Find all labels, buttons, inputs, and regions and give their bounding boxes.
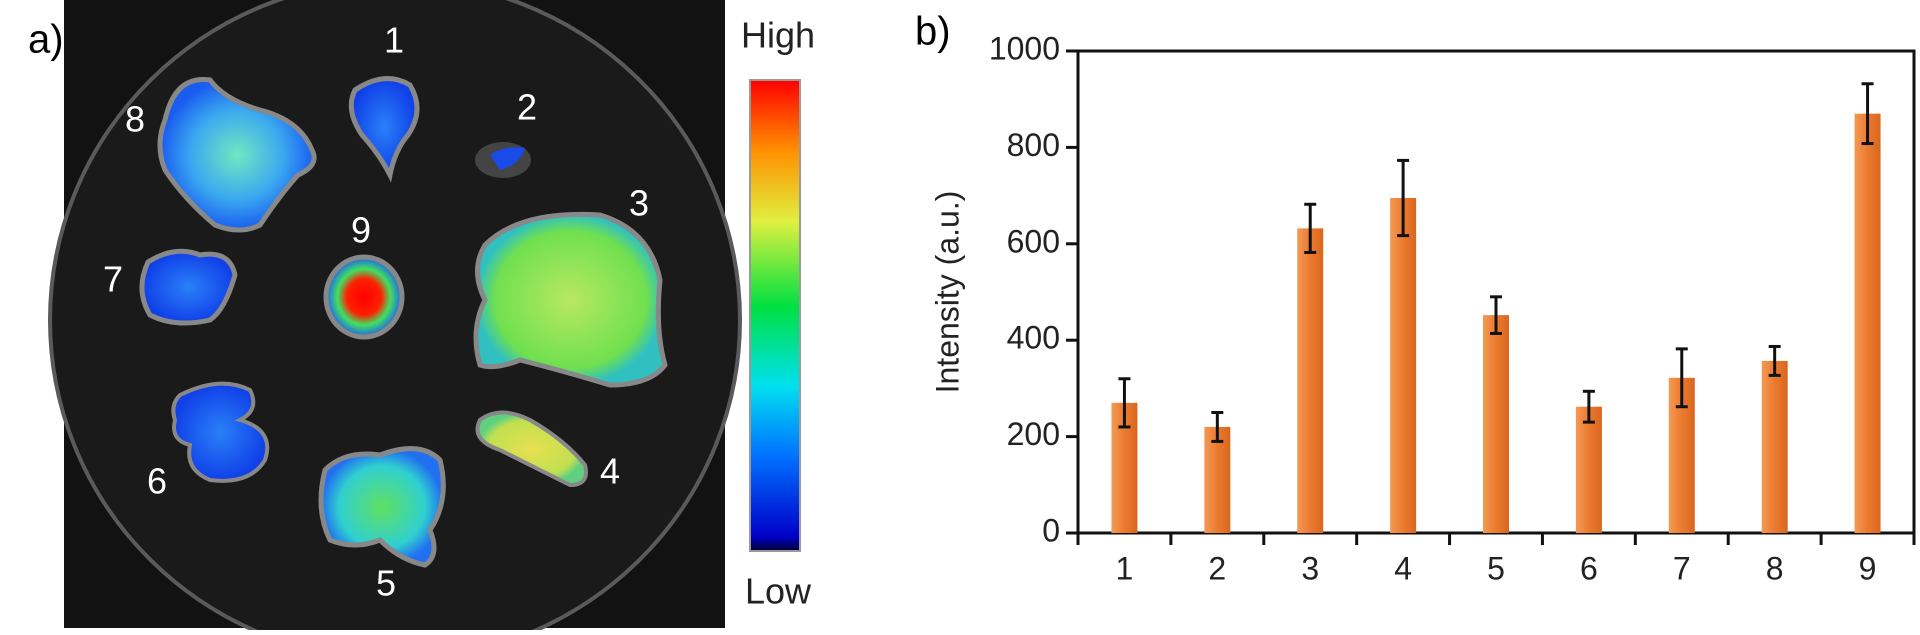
error-bar <box>1861 82 1874 146</box>
x-tick-label: 7 <box>1673 550 1691 586</box>
organ-label: 2 <box>517 87 537 128</box>
error-bar <box>1304 202 1317 254</box>
bar <box>1390 198 1417 533</box>
error-bar <box>1582 389 1595 424</box>
x-tick-label: 3 <box>1301 550 1319 586</box>
colorbar <box>749 79 801 552</box>
x-tick-label: 1 <box>1116 550 1134 586</box>
bar <box>1854 113 1881 533</box>
organ-label: 9 <box>351 210 371 251</box>
error-bar <box>1675 347 1688 409</box>
error-bar <box>1397 158 1410 238</box>
y-tick-label: 1000 <box>989 30 1060 66</box>
error-bar <box>1211 411 1224 443</box>
panel-label: b) <box>915 10 951 54</box>
x-tick-label: 6 <box>1580 550 1598 586</box>
y-tick-label: 400 <box>1007 320 1060 356</box>
bar <box>1761 360 1788 533</box>
panel-label: a) <box>28 18 64 62</box>
colorbar-low: Low <box>745 571 812 612</box>
x-tick-label: 5 <box>1487 550 1505 586</box>
error-bar <box>1768 344 1781 377</box>
organ-label: 4 <box>600 451 620 492</box>
x-tick-label: 2 <box>1208 550 1226 586</box>
error-bar <box>1118 377 1131 429</box>
organ-label: 1 <box>384 20 404 61</box>
x-tick-label: 8 <box>1766 550 1784 586</box>
bar <box>1297 228 1324 533</box>
organ-label: 6 <box>147 461 167 502</box>
bar <box>1204 426 1231 533</box>
x-tick-label: 9 <box>1859 550 1877 586</box>
error-bar <box>1490 295 1502 335</box>
fluorescence-image <box>48 0 742 635</box>
bar <box>1483 315 1509 533</box>
y-tick-label: 800 <box>1007 127 1060 163</box>
y-tick-label: 200 <box>1007 416 1060 452</box>
bar <box>1575 406 1602 533</box>
organ-label: 5 <box>376 563 396 604</box>
y-tick-label: 0 <box>1042 512 1060 548</box>
y-axis-label: Intensity (a.u.) <box>929 191 965 394</box>
organ-label: 7 <box>103 259 123 300</box>
organ-label: 8 <box>125 99 145 140</box>
organ-label: 3 <box>629 183 649 224</box>
y-tick-label: 600 <box>1007 223 1060 259</box>
x-tick-label: 4 <box>1394 550 1412 586</box>
colorbar-high: High <box>741 15 815 56</box>
